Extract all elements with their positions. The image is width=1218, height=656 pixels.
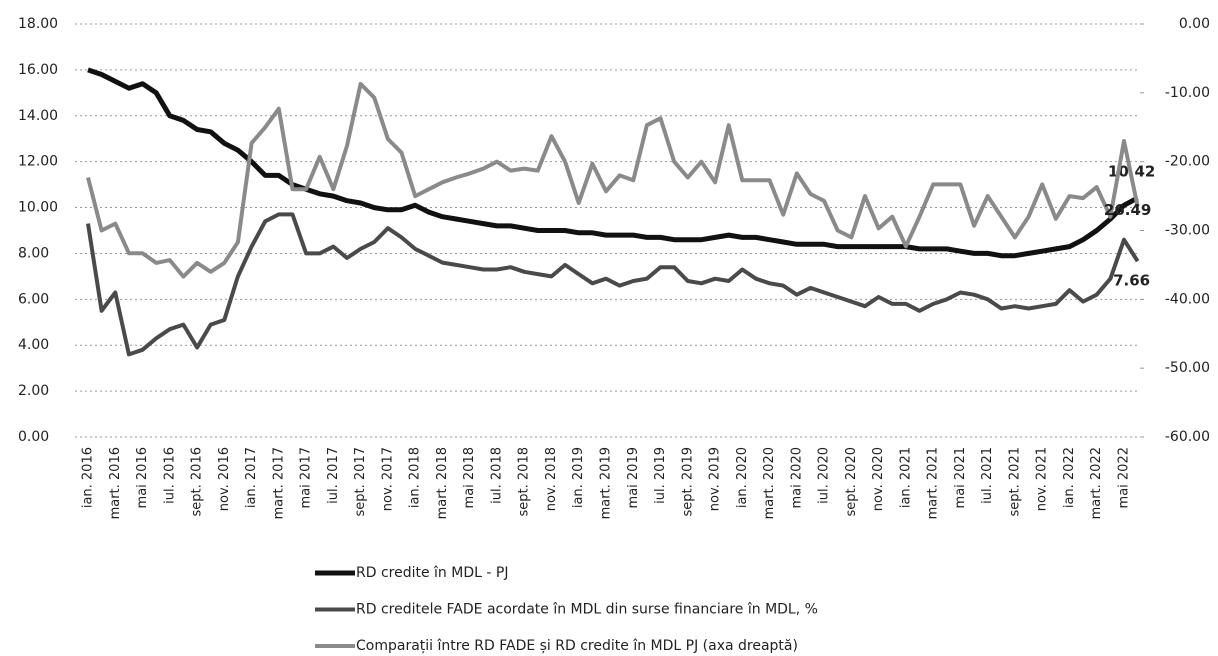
y-tick-label: 4.00 <box>18 337 49 353</box>
x-tick-label: nov. 2017 <box>380 447 395 511</box>
x-tick-label: mai 2019 <box>626 447 641 508</box>
x-tick-label: ian. 2016 <box>81 447 96 508</box>
y2-tick-label: -20.00 <box>1165 154 1210 170</box>
y2-tick-label: -10.00 <box>1165 85 1210 101</box>
x-tick-label: mai 2022 <box>1117 447 1132 508</box>
y-tick-label: 14.00 <box>18 108 58 124</box>
x-tick-label: sept. 2019 <box>680 447 695 516</box>
data-label: 26.49 <box>1104 201 1151 219</box>
x-tick-label: mart. 2016 <box>108 447 123 519</box>
x-tick-label: ian. 2018 <box>408 447 423 508</box>
y2-tick-label: -60.00 <box>1165 429 1210 445</box>
x-tick-label: iul. 2021 <box>980 447 995 504</box>
y-tick-label: 16.00 <box>18 62 58 78</box>
x-tick-label: mart. 2018 <box>435 447 450 519</box>
x-tick-label: ian. 2017 <box>244 447 259 508</box>
x-tick-label: ian. 2020 <box>735 447 750 508</box>
y2-tick-label: -30.00 <box>1165 223 1210 239</box>
x-tick-label: mai 2016 <box>135 447 150 508</box>
x-tick-label: sept. 2021 <box>1007 447 1022 516</box>
legend-label: RD creditele FADE acordate în MDL din su… <box>356 602 818 618</box>
x-tick-label: ian. 2019 <box>571 447 586 508</box>
x-tick-label: mart. 2022 <box>1089 447 1104 519</box>
x-tick-label: nov. 2016 <box>217 447 232 511</box>
x-tick-label: nov. 2019 <box>708 447 723 511</box>
x-tick-label: iul. 2020 <box>817 447 832 504</box>
y2-tick-label: -50.00 <box>1165 360 1210 376</box>
x-tick-label: sept. 2020 <box>844 447 859 516</box>
x-tick-label: mart. 2020 <box>762 447 777 519</box>
x-tick-label: iul. 2019 <box>653 447 668 504</box>
y-tick-label: 2.00 <box>18 383 49 399</box>
y-tick-label: 12.00 <box>18 154 58 170</box>
y-tick-label: 6.00 <box>18 291 49 307</box>
x-tick-label: iul. 2017 <box>326 447 341 504</box>
x-tick-label: mart. 2019 <box>599 447 614 519</box>
x-tick-label: mart. 2021 <box>926 447 941 519</box>
x-tick-label: nov. 2020 <box>871 447 886 511</box>
legend-label: Comparații între RD FADE și RD credite î… <box>356 638 798 654</box>
y-tick-label: 10.00 <box>18 200 58 216</box>
x-tick-label: sept. 2017 <box>353 447 368 516</box>
line-series <box>86 212 1140 357</box>
y2-tick-label: -40.00 <box>1165 291 1210 307</box>
x-tick-label: mai 2021 <box>953 447 968 508</box>
x-tick-label: mai 2018 <box>462 447 477 508</box>
x-tick-label: ian. 2022 <box>1062 447 1077 508</box>
x-tick-label: sept. 2018 <box>517 447 532 516</box>
y-tick-label: 8.00 <box>18 245 49 261</box>
line-series <box>86 81 1140 279</box>
x-tick-label: nov. 2021 <box>1035 447 1050 511</box>
x-tick-label: mart. 2017 <box>271 447 286 519</box>
x-tick-label: mai 2020 <box>789 447 804 508</box>
x-tick-label: iul. 2016 <box>162 447 177 504</box>
x-tick-label: ian. 2021 <box>898 447 913 508</box>
x-tick-label: nov. 2018 <box>544 447 559 511</box>
y-tick-label: 18.00 <box>18 16 58 32</box>
line-series <box>87 67 1139 259</box>
x-tick-label: mai 2017 <box>299 447 314 508</box>
y-tick-label: 0.00 <box>18 429 49 445</box>
legend-label: RD credite în MDL - PJ <box>356 565 508 581</box>
y2-tick-label: 0.00 <box>1179 16 1210 32</box>
data-label: 7.66 <box>1113 272 1150 290</box>
x-tick-label: sept. 2016 <box>190 447 205 516</box>
x-tick-label: iul. 2018 <box>489 447 504 504</box>
